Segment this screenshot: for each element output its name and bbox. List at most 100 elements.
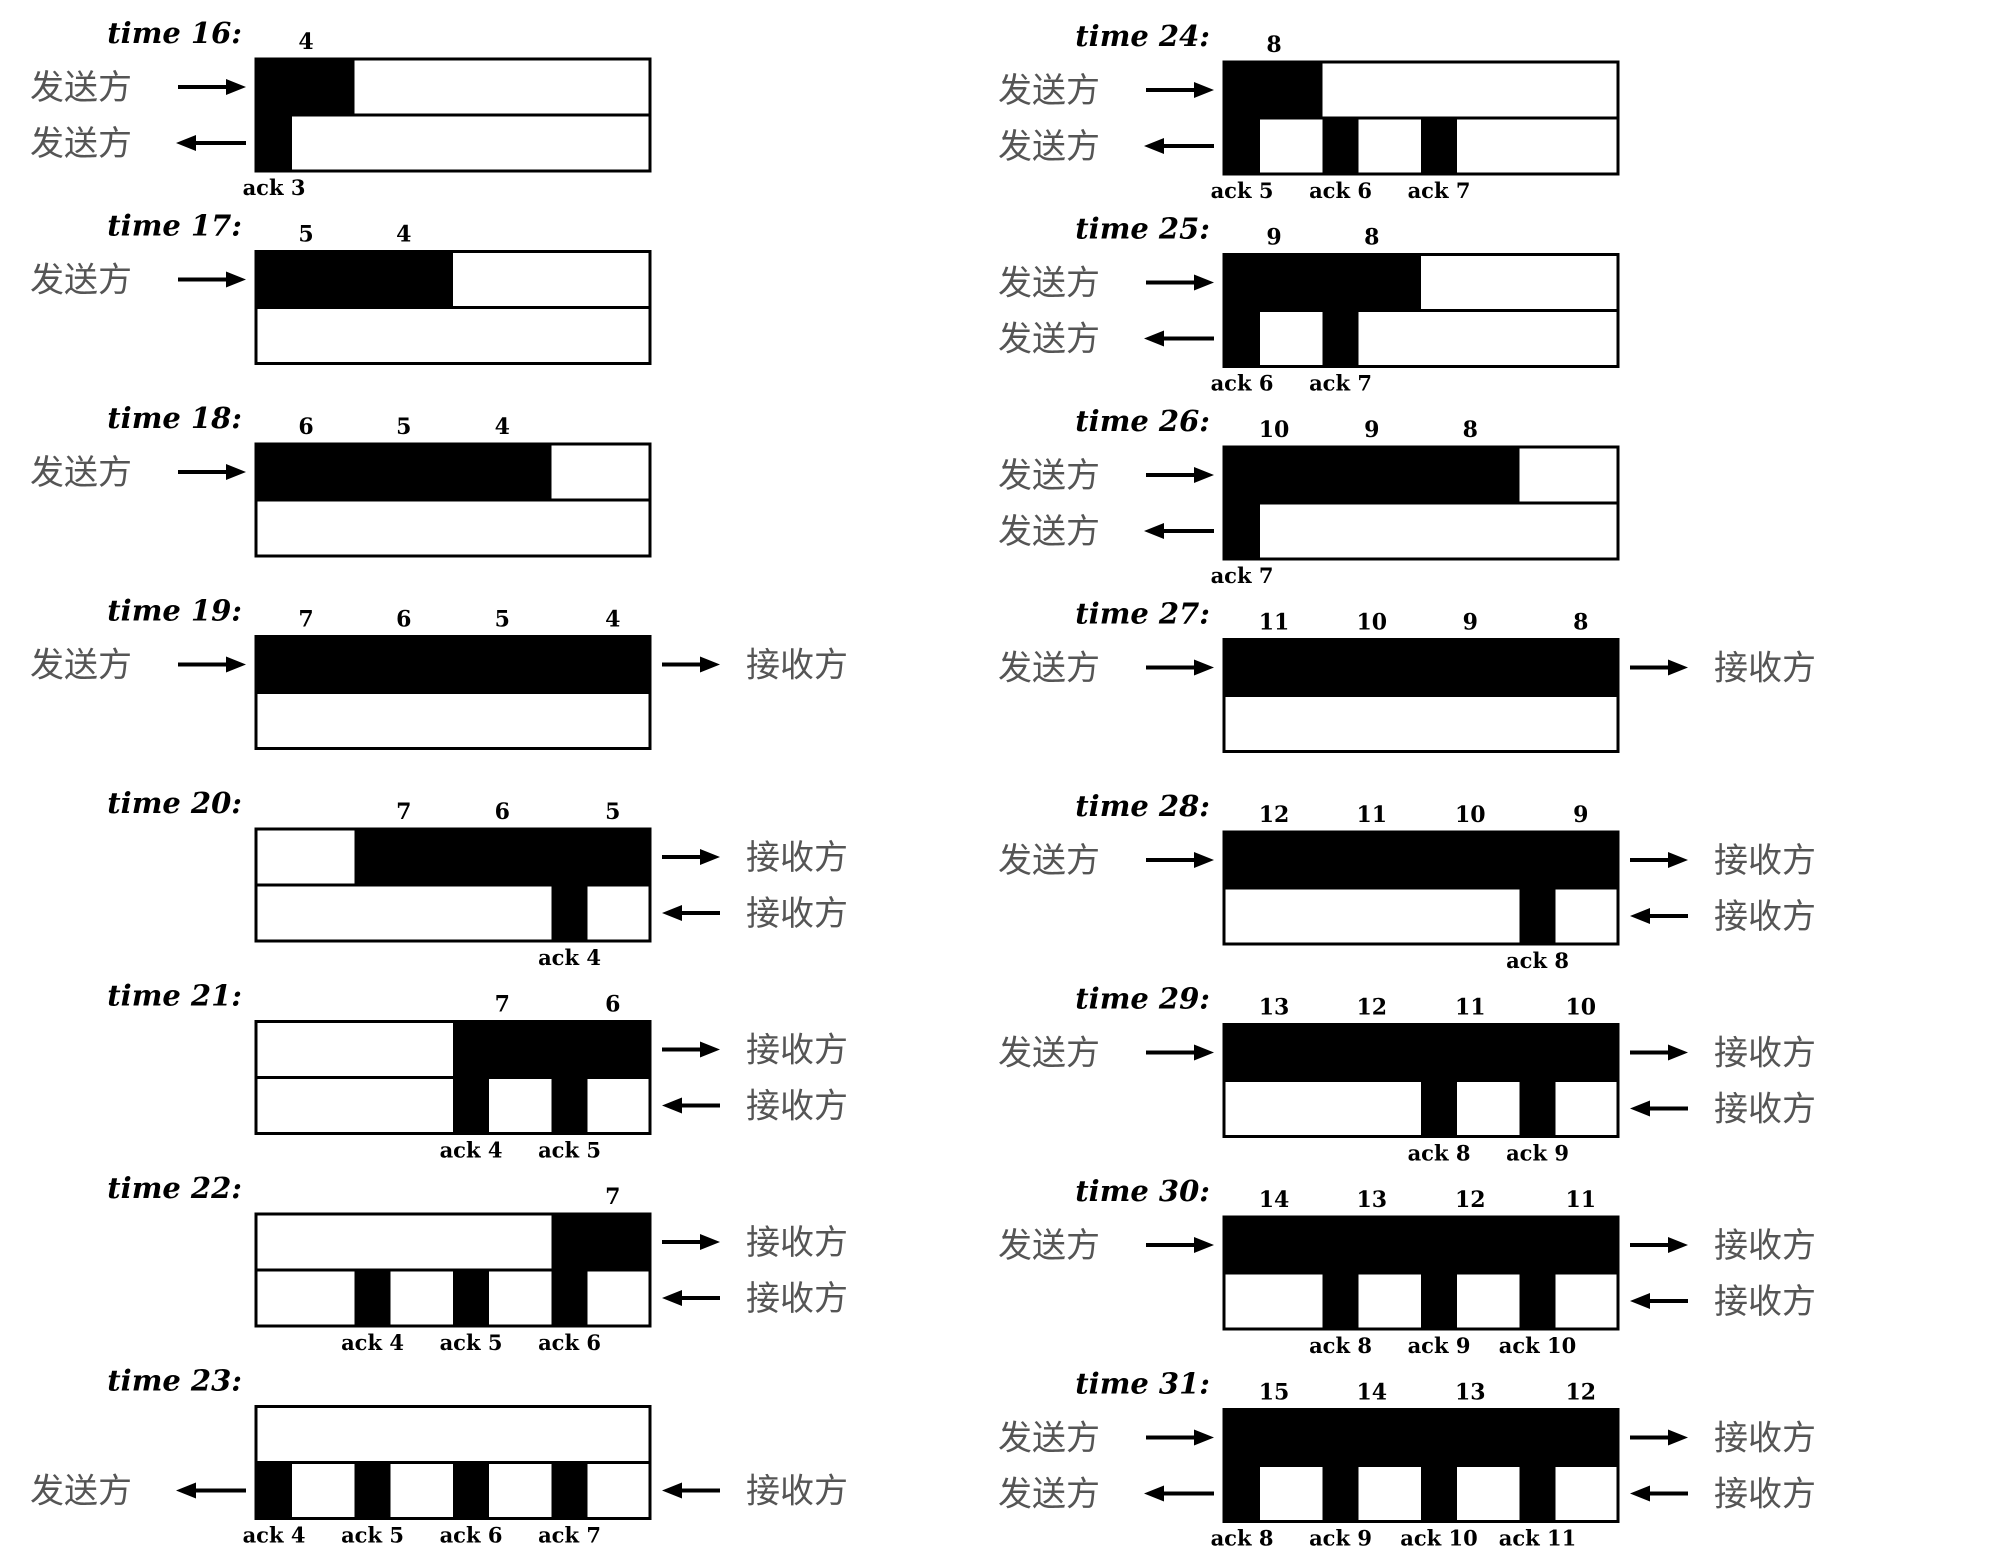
segment-number: 5 [298,222,313,248]
ack-label: ack 4 [243,1523,306,1548]
panel-19: time 19: 7 6 5 4 发送方 接收方 [30,594,848,750]
sender-in-arrow-head [1194,1429,1214,1446]
sender-out-arrow-head [1144,1485,1164,1502]
receiver-out-arrow-head [700,1234,720,1250]
sender-label: 发送方 [998,1034,1100,1074]
ack-label: ack 6 [538,1330,601,1355]
segment-number: 8 [1364,225,1379,251]
ack-segment [453,1077,489,1134]
receiver-label: 接收方 [746,1223,848,1263]
data-segment [1224,639,1618,697]
sender-label: 发送方 [998,264,1100,304]
segment-number: 8 [1463,417,1478,443]
panel-31: time 31: 15 14 13 12 ack 8 ack 9 ack 10 ack 11 发送… [998,1367,1816,1551]
panel-17: time 17: 5 4 发送方 [30,209,652,365]
ack-segment [453,1462,489,1519]
ack-segment [551,1077,588,1134]
ack-label: ack 4 [341,1330,404,1355]
ack-segment [1519,1080,1556,1137]
receiver-out-arrow-head [700,849,720,865]
sender-in-arrow-head [1194,1237,1214,1253]
segment-number: 10 [1259,417,1290,443]
sender-in-arrow-head [1194,1044,1214,1061]
sender-label: 发送方 [30,646,132,686]
ack-label: ack 8 [1211,1526,1274,1551]
data-segment [1224,447,1520,504]
sender-in-arrow-head [226,464,246,480]
sender-label: 发送方 [998,841,1100,881]
ack-label: ack 7 [538,1523,601,1548]
ack-segment [1322,1465,1359,1522]
ack-label: ack 6 [1309,178,1372,203]
ack-label: ack 9 [1309,1526,1372,1551]
ack-segment [1421,1080,1457,1137]
receiver-label: 接收方 [1714,1226,1816,1266]
segment-number: 9 [1364,417,1379,443]
segment-number: 11 [1455,995,1486,1021]
sender-in-arrow-head [226,271,246,288]
receiver-label: 接收方 [1714,1475,1816,1515]
time-label: time 29: [1075,982,1210,1016]
ack-segment [1224,118,1260,174]
segment-number: 12 [1455,1187,1486,1213]
receiver-out-arrow-head [700,656,720,673]
data-segment [453,1021,650,1079]
segment-number: 4 [605,607,620,633]
receiver-out-arrow-head [1668,1044,1688,1061]
ack-segment [1224,503,1260,559]
ack-segment [1322,118,1359,174]
time-label: time 21: [107,979,242,1013]
ack-segment [1421,118,1457,174]
segment-number: 9 [1463,610,1478,636]
ack-segment [354,1462,391,1519]
ack-label: ack 10 [1400,1526,1477,1551]
segment-number: 10 [1455,802,1486,828]
segment-number: 9 [1266,225,1281,251]
ack-label: ack 5 [341,1523,404,1548]
receiver-label: 接收方 [746,1472,848,1512]
ack-label: ack 8 [1506,948,1569,973]
time-label: time 24: [1075,19,1210,53]
time-label: time 31: [1075,1367,1210,1401]
data-segment [256,59,355,116]
sender-label: 发送方 [998,320,1100,360]
receiver-label: 接收方 [746,894,848,934]
segment-number: 10 [1356,610,1387,636]
time-label: time 27: [1075,597,1210,631]
data-segment [256,251,453,309]
time-label: time 18: [107,401,242,435]
data-segment [1224,832,1618,889]
receiver-in-arrow-head [1630,1485,1650,1502]
ack-label: ack 5 [1211,178,1274,203]
segment-number: 9 [1573,802,1588,828]
segment-number: 13 [1455,1380,1486,1406]
sender-label: 发送方 [998,127,1100,167]
receiver-in-arrow-head [1630,1100,1650,1117]
ack-segment [1519,1465,1556,1522]
receiver-label: 接收方 [1714,897,1816,937]
receiver-out-arrow-head [1668,1429,1688,1446]
segment-number: 6 [396,607,411,633]
receiver-in-arrow-head [1630,908,1650,924]
receiver-label: 接收方 [1714,1419,1816,1459]
time-label: time 22: [107,1171,242,1205]
ack-label: ack 8 [1408,1141,1471,1166]
time-label: time 26: [1075,404,1210,438]
receiver-label: 接收方 [746,838,848,878]
ack-label: ack 6 [440,1523,503,1548]
receiver-in-arrow-head [662,1097,682,1114]
segment-number: 12 [1356,995,1387,1021]
receiver-label: 接收方 [1714,1034,1816,1074]
ack-label: ack 4 [538,945,601,970]
segment-number: 5 [495,607,510,633]
ack-segment [1519,1273,1556,1329]
segment-number: 5 [396,414,411,440]
sender-in-arrow-head [1194,274,1214,291]
data-segment [1224,1409,1618,1467]
ack-segment [1421,1465,1457,1522]
time-label: time 30: [1075,1174,1210,1208]
ack-label: ack 5 [538,1138,601,1163]
